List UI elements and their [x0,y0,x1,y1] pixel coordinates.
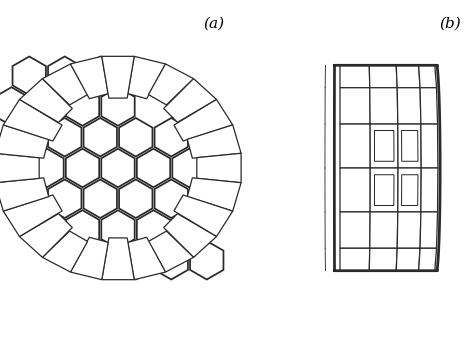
Polygon shape [0,153,39,183]
Polygon shape [340,212,370,248]
Polygon shape [71,56,108,99]
Polygon shape [401,175,418,205]
Polygon shape [19,79,73,122]
Polygon shape [155,118,188,156]
Polygon shape [101,149,135,187]
Polygon shape [164,79,217,122]
Polygon shape [340,124,370,168]
Polygon shape [164,214,217,257]
Polygon shape [370,124,398,168]
Polygon shape [30,149,64,187]
Polygon shape [3,99,62,141]
Polygon shape [102,238,134,280]
Polygon shape [71,237,108,280]
Polygon shape [66,210,99,249]
Polygon shape [340,248,370,271]
Polygon shape [12,56,46,95]
Polygon shape [174,195,233,237]
Polygon shape [397,212,421,248]
Polygon shape [101,87,135,126]
Polygon shape [190,241,223,279]
Polygon shape [83,180,117,218]
Polygon shape [396,65,420,88]
Polygon shape [0,149,28,187]
Polygon shape [155,241,188,279]
Polygon shape [419,248,437,271]
Polygon shape [173,210,206,249]
Polygon shape [148,64,193,105]
Polygon shape [3,195,62,237]
Polygon shape [119,118,153,156]
Polygon shape [0,87,28,126]
Polygon shape [0,125,49,158]
Polygon shape [420,88,438,124]
Polygon shape [42,231,88,272]
Polygon shape [12,118,46,156]
Polygon shape [173,149,206,187]
Polygon shape [119,180,153,218]
Polygon shape [421,124,438,168]
Polygon shape [48,56,82,95]
Polygon shape [174,99,233,141]
Polygon shape [137,149,170,187]
Polygon shape [66,149,99,187]
Polygon shape [187,178,241,211]
Polygon shape [83,118,117,156]
Polygon shape [83,56,117,95]
Polygon shape [370,168,398,212]
Polygon shape [369,248,397,271]
Polygon shape [401,131,418,161]
Polygon shape [396,248,420,271]
Polygon shape [340,168,370,212]
Polygon shape [155,180,188,218]
Polygon shape [30,87,64,126]
Polygon shape [128,56,165,99]
Polygon shape [370,212,398,248]
Polygon shape [102,56,134,98]
Polygon shape [374,175,394,205]
Polygon shape [190,180,223,218]
Polygon shape [101,210,135,249]
Polygon shape [119,241,153,279]
Polygon shape [48,118,82,156]
Polygon shape [48,180,82,218]
Polygon shape [128,237,165,280]
Polygon shape [42,64,88,105]
Text: (b): (b) [439,17,461,31]
Polygon shape [187,125,241,158]
Polygon shape [421,168,438,212]
Polygon shape [148,231,193,272]
Polygon shape [0,178,49,211]
Polygon shape [370,88,398,124]
Polygon shape [340,88,370,124]
Polygon shape [66,87,99,126]
Polygon shape [397,88,421,124]
Polygon shape [19,214,73,257]
Polygon shape [197,153,241,183]
Polygon shape [369,65,397,88]
Polygon shape [137,210,170,249]
Polygon shape [398,168,421,212]
Polygon shape [398,124,421,168]
Polygon shape [340,65,370,88]
Polygon shape [374,131,394,161]
Text: (a): (a) [203,17,225,31]
Polygon shape [419,65,437,88]
Polygon shape [420,212,438,248]
